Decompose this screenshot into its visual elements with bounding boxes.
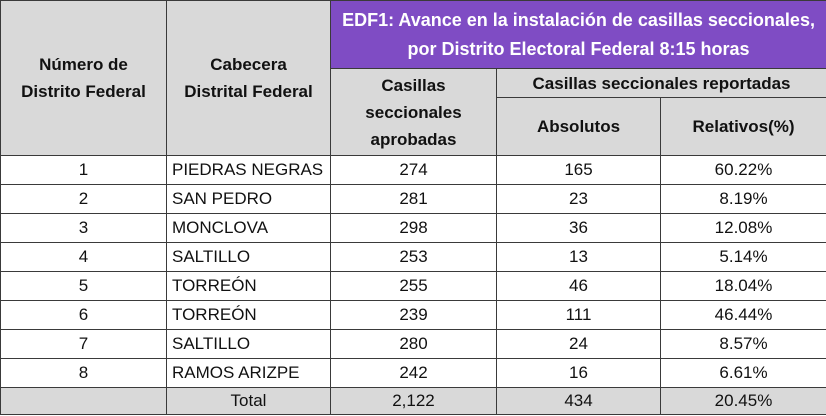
cell-distrito: 6 [0,300,167,330]
total-empty-cell [0,387,167,415]
cell-distrito: 8 [0,358,167,388]
cell-relativos: 8.57% [659,329,826,359]
header-cabecera-line2: Distrital Federal [184,82,313,101]
cell-aprobadas: 239 [330,300,497,330]
cell-distrito: 7 [0,329,167,359]
cell-absolutos: 111 [496,300,661,330]
table-title-line2: por Distrito Electoral Federal 8:15 hora… [407,38,750,59]
cell-cabecera: PIEDRAS NEGRAS [166,155,331,185]
cell-absolutos: 46 [496,271,661,301]
total-row: Total 2,122 434 20.45% [0,387,826,415]
total-label: Total [166,387,331,415]
cell-aprobadas: 253 [330,242,497,272]
cell-absolutos: 13 [496,242,661,272]
header-distrito-line1: Número de [39,55,128,74]
cell-cabecera: TORREÓN [166,271,331,301]
header-cabecera: Cabecera Distrital Federal [166,0,331,156]
cell-aprobadas: 242 [330,358,497,388]
header-distrito: Número de Distrito Federal [0,0,167,156]
table-row: 6 TORREÓN 239 111 46.44% [0,300,826,330]
cell-cabecera: SALTILLO [166,329,331,359]
header-absolutos: Absolutos [496,97,661,156]
cell-cabecera: MONCLOVA [166,213,331,243]
cell-relativos: 60.22% [659,155,826,185]
cell-relativos: 46.44% [659,300,826,330]
cell-distrito: 4 [0,242,167,272]
cell-distrito: 5 [0,271,167,301]
cell-distrito: 3 [0,213,167,243]
table-row: 2 SAN PEDRO 281 23 8.19% [0,184,826,214]
cell-relativos: 12.08% [659,213,826,243]
table-row: 4 SALTILLO 253 13 5.14% [0,242,826,272]
cell-aprobadas: 298 [330,213,497,243]
table-title: EDF1: Avance en la instalación de casill… [329,0,826,69]
cell-cabecera: TORREÓN [166,300,331,330]
cell-cabecera: SAN PEDRO [166,184,331,214]
cell-relativos: 6.61% [659,358,826,388]
table-row: 8 RAMOS ARIZPE 242 16 6.61% [0,358,826,388]
header-aprobadas: Casillas seccionales aprobadas [330,68,497,156]
cell-distrito: 1 [0,155,167,185]
table-row: 5 TORREÓN 255 46 18.04% [0,271,826,301]
cell-aprobadas: 281 [330,184,497,214]
cell-relativos: 18.04% [659,271,826,301]
cell-absolutos: 36 [496,213,661,243]
total-relativos: 20.45% [659,387,826,415]
table-row: 7 SALTILLO 280 24 8.57% [0,329,826,359]
cell-absolutos: 16 [496,358,661,388]
cell-cabecera: SALTILLO [166,242,331,272]
cell-relativos: 8.19% [659,184,826,214]
cell-relativos: 5.14% [659,242,826,272]
cell-absolutos: 24 [496,329,661,359]
cell-distrito: 2 [0,184,167,214]
table-title-line1: EDF1: Avance en la instalación de casill… [342,9,815,30]
cell-absolutos: 165 [496,155,661,185]
cell-aprobadas: 255 [330,271,497,301]
header-distrito-line2: Distrito Federal [21,82,146,101]
header-cabecera-line1: Cabecera [210,55,287,74]
header-reportadas: Casillas seccionales reportadas [495,68,826,98]
header-relativos: Relativos(%) [659,97,826,156]
cell-aprobadas: 280 [330,329,497,359]
total-aprobadas: 2,122 [330,387,497,415]
table-row: 3 MONCLOVA 298 36 12.08% [0,213,826,243]
cell-cabecera: RAMOS ARIZPE [166,358,331,388]
cell-aprobadas: 274 [330,155,497,185]
table-row: 1 PIEDRAS NEGRAS 274 165 60.22% [0,155,826,185]
total-absolutos: 434 [496,387,661,415]
cell-absolutos: 23 [496,184,661,214]
